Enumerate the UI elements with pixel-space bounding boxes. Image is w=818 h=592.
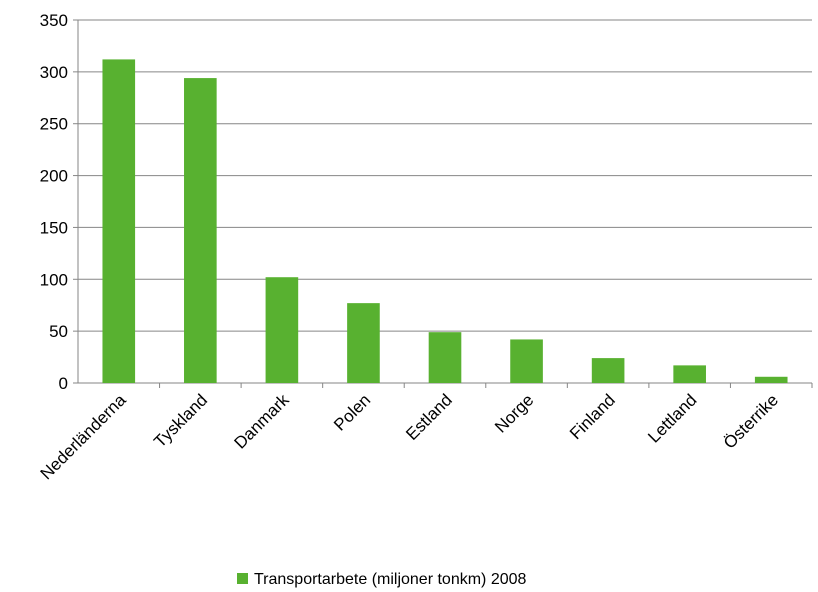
x-tick-label: Estland	[402, 390, 456, 444]
x-tick-labels: Nederländerna Tyskland Danmark Polen Estland…	[37, 390, 782, 483]
bar-8	[673, 365, 706, 383]
x-tick-label: Lettland	[644, 390, 700, 446]
y-tick-label: 100	[40, 270, 68, 289]
legend-label: Transportarbete (miljoner tonkm) 2008	[254, 571, 527, 588]
bar-5	[428, 332, 462, 383]
bar-2	[184, 78, 217, 383]
y-tick-label: 50	[49, 322, 68, 341]
y-tick-labels: 0 50 100 150 200 250 300 350	[40, 11, 68, 393]
x-tick-label: Österrike	[720, 390, 782, 452]
bar-3	[265, 277, 299, 383]
y-tick-label: 300	[40, 63, 68, 82]
bar-1	[102, 59, 136, 383]
y-tick-label: 200	[40, 167, 68, 186]
y-tick-label: 150	[40, 218, 68, 237]
bar-6	[510, 339, 543, 383]
x-tick-label: Danmark	[231, 390, 294, 453]
bar-7	[591, 358, 625, 383]
legend-swatch	[237, 573, 248, 584]
y-tick-label: 0	[59, 374, 68, 393]
x-tick-label: Finland	[566, 390, 619, 443]
x-tick-label: Norge	[491, 390, 537, 436]
legend: Transportarbete (miljoner tonkm) 2008	[237, 571, 527, 588]
y-tick-label: 250	[40, 115, 68, 134]
x-tick-label: Nederländerna	[37, 390, 130, 483]
bars	[102, 59, 788, 383]
y-tick-label: 350	[40, 11, 68, 30]
x-tick-label: Tyskland	[150, 390, 211, 451]
bar-4	[347, 303, 380, 383]
bar-9	[754, 376, 788, 383]
x-tick-label: Polen	[330, 390, 374, 434]
